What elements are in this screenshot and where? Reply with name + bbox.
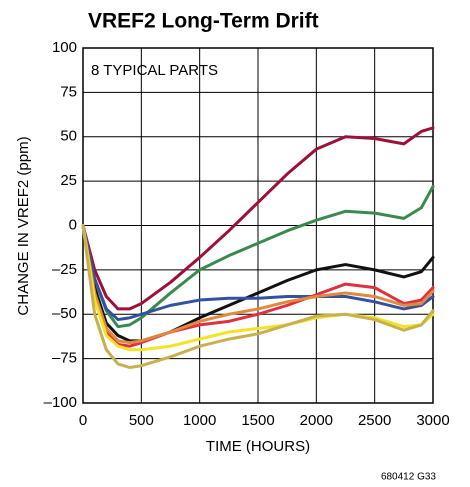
series-line <box>81 224 435 352</box>
x-tick-label: 0 <box>79 412 87 429</box>
x-axis-label: TIME (HOURS) <box>206 438 310 455</box>
y-tick-label: 0 <box>69 216 77 233</box>
series-line <box>81 224 435 343</box>
y-tick-label: –75 <box>52 350 77 367</box>
series-line <box>81 224 435 345</box>
series-line <box>81 224 435 369</box>
series-line <box>81 224 435 348</box>
series-line <box>81 184 435 329</box>
y-tick-label: –50 <box>52 305 77 322</box>
y-tick-label: 100 <box>52 39 77 56</box>
y-tick-label: –25 <box>52 261 77 278</box>
x-tick-label: 2500 <box>358 412 391 429</box>
chart-title: VREF2 Long-Term Drift <box>88 10 319 33</box>
series-line <box>81 224 435 322</box>
x-tick-label: 2000 <box>300 412 333 429</box>
series-line <box>81 126 435 311</box>
y-tick-label: 75 <box>60 83 77 100</box>
y-tick-label: 25 <box>60 172 77 189</box>
x-tick-label: 1000 <box>183 412 216 429</box>
annotation: 8 TYPICAL PARTS <box>91 62 218 79</box>
x-tick-label: 500 <box>129 412 154 429</box>
footnote: 680412 G33 <box>381 472 436 483</box>
x-tick-label: 1500 <box>241 412 274 429</box>
y-tick-label: –100 <box>44 394 77 411</box>
x-tick-label: 3000 <box>416 412 449 429</box>
y-tick-label: 50 <box>60 128 77 145</box>
y-axis-label: CHANGE IN VREF2 (ppm) <box>15 136 32 315</box>
